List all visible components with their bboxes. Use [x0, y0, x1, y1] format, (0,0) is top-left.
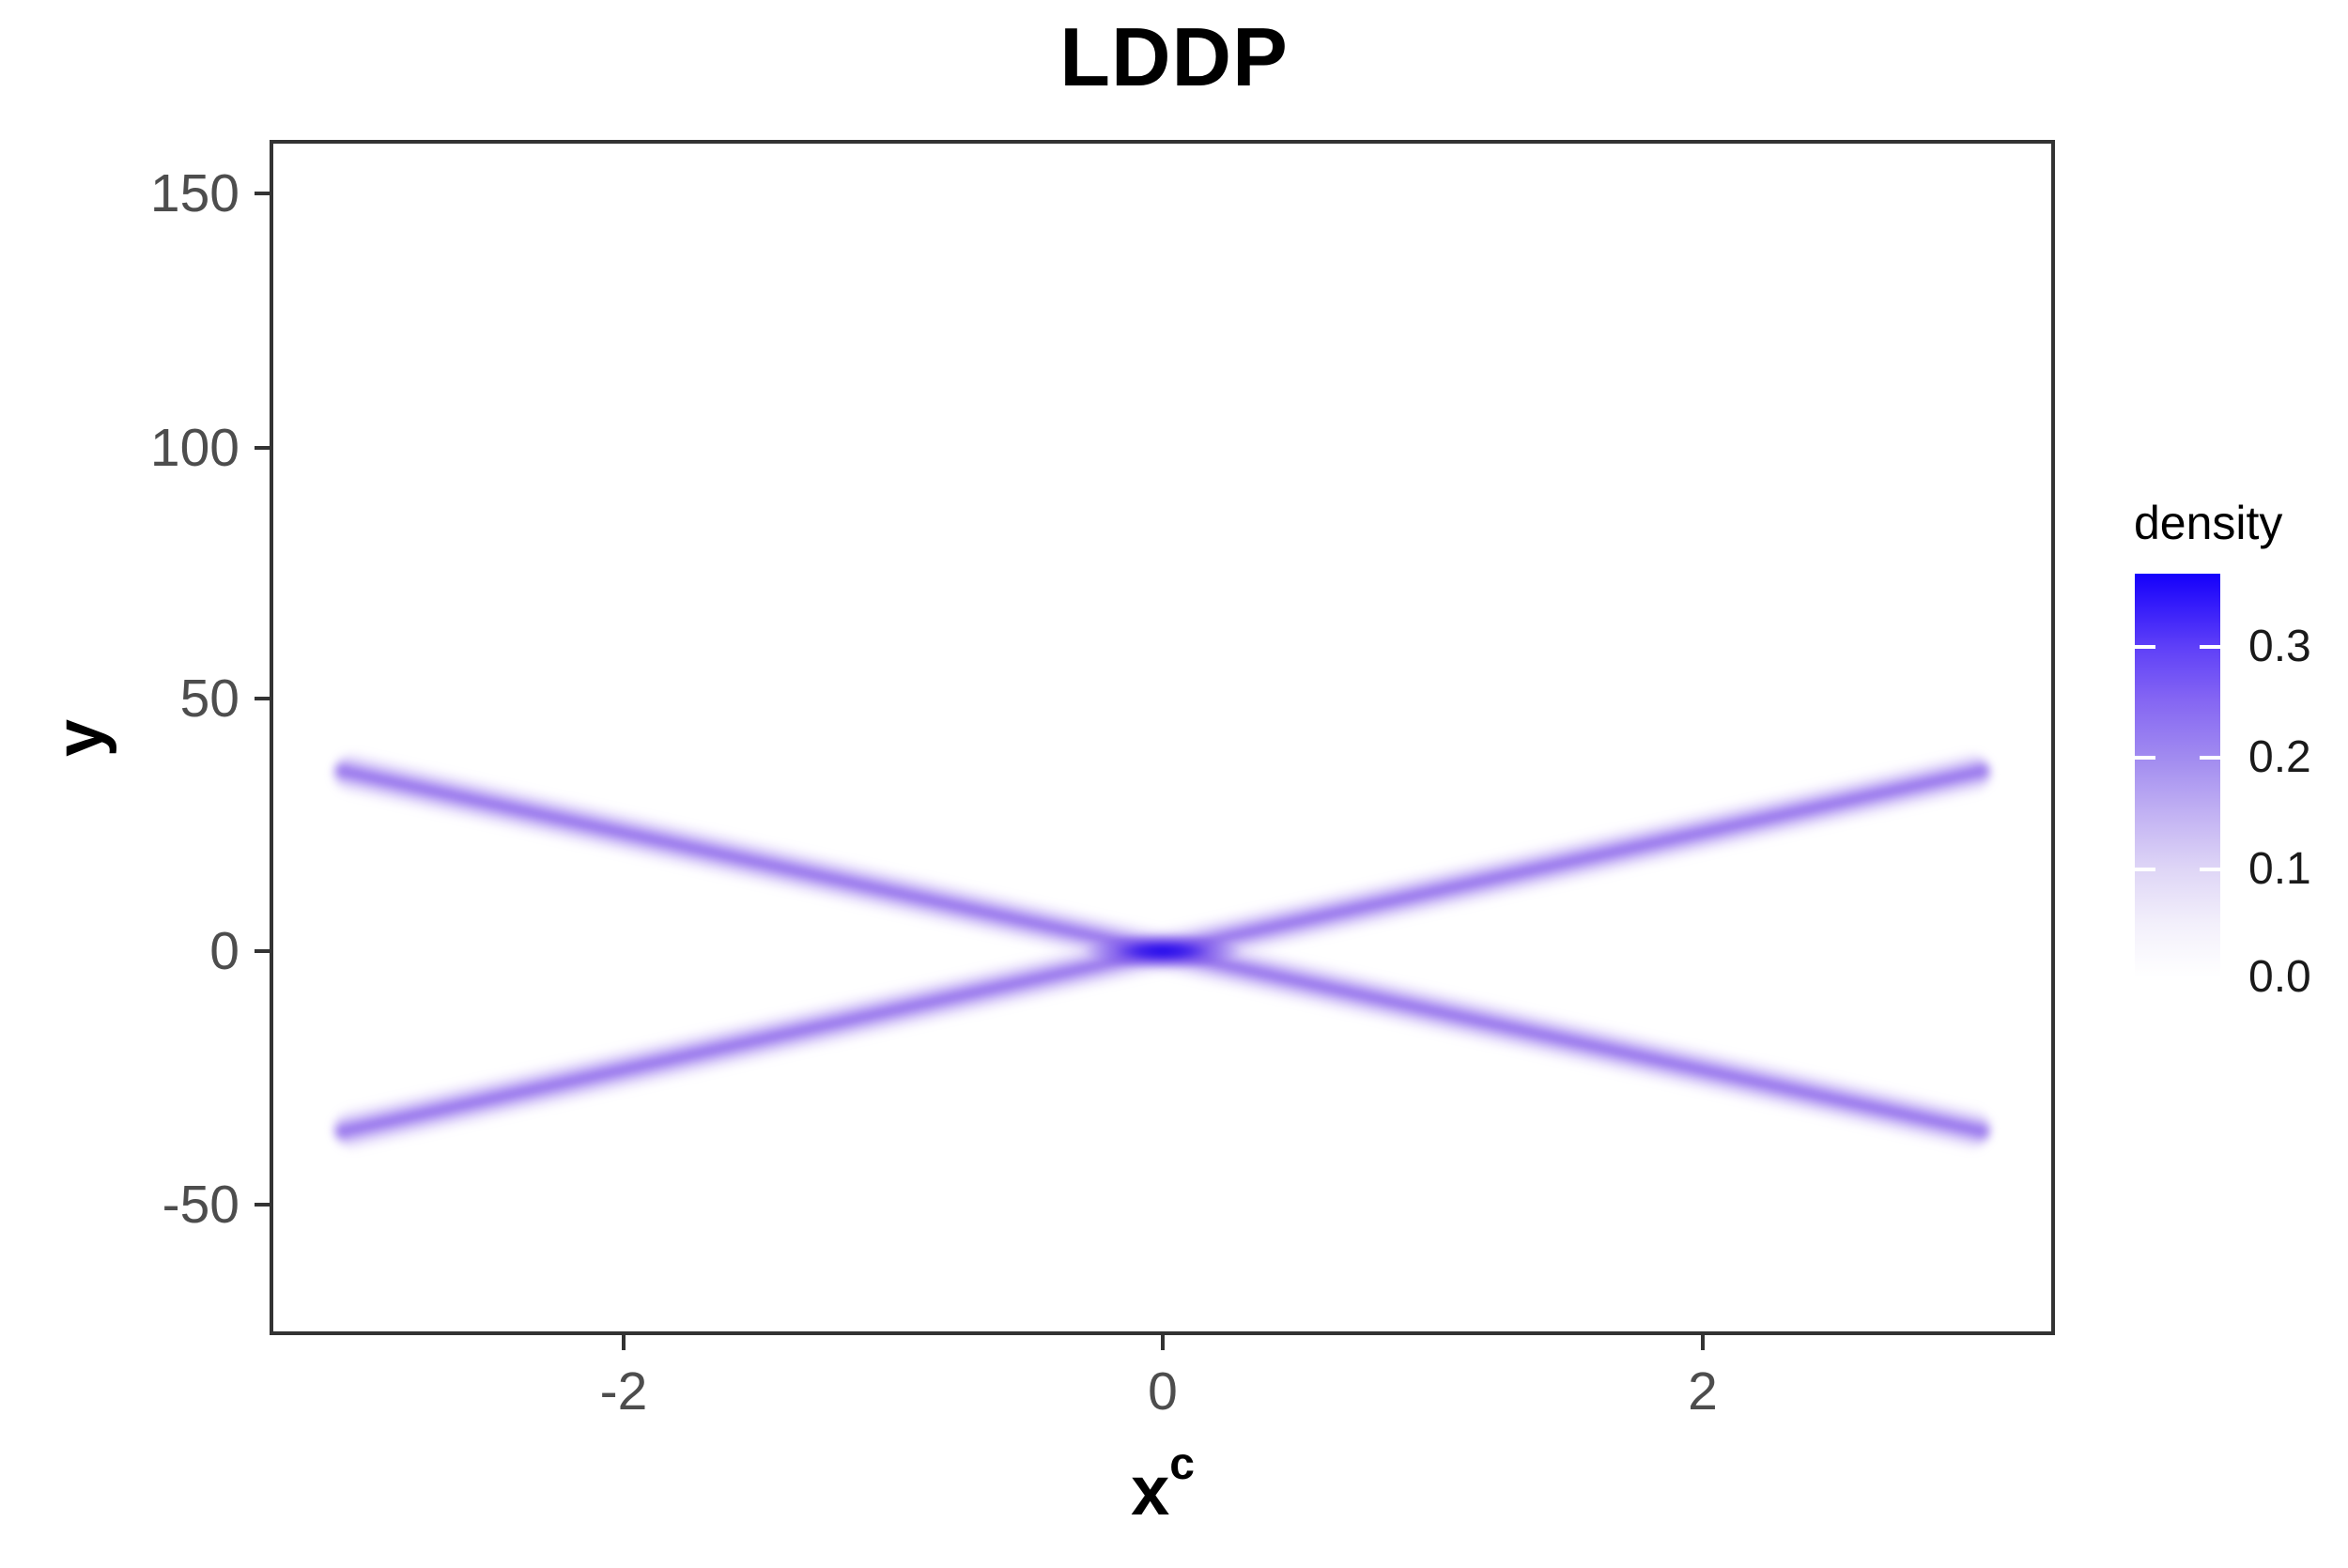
y-tick-label: 100	[149, 418, 239, 478]
colorbar-tick	[2135, 868, 2155, 871]
x-axis-title-superscript: c	[1169, 1439, 1195, 1489]
legend-tick-label: 0.3	[2248, 622, 2311, 671]
y-tick-mark	[255, 446, 270, 450]
legend-tick-label: 0.0	[2248, 952, 2311, 1002]
y-tick-label: 0	[209, 921, 239, 981]
y-tick-mark	[255, 192, 270, 195]
colorbar-tick	[2200, 868, 2220, 871]
density-crossing-hotspot	[1082, 933, 1244, 969]
colorbar-tick	[2135, 645, 2155, 649]
legend-tick-label: 0.2	[2248, 732, 2311, 782]
y-tick-label: -50	[162, 1175, 239, 1235]
colorbar-tick	[2135, 756, 2155, 760]
x-tick-mark	[1161, 1335, 1165, 1350]
x-tick-mark	[1701, 1335, 1705, 1350]
legend-tick-label: 0.1	[2248, 844, 2311, 894]
y-tick-mark	[255, 1203, 270, 1207]
x-axis-title-base: x	[1131, 1452, 1170, 1530]
y-tick-mark	[255, 697, 270, 700]
legend-title: density	[2134, 497, 2283, 549]
x-axis-title: xc	[1131, 1442, 1195, 1530]
y-tick-label: 150	[149, 163, 239, 223]
plot-panel	[270, 140, 2055, 1335]
y-tick-label: 50	[179, 669, 239, 729]
x-tick-label: -2	[599, 1361, 648, 1422]
colorbar-tick	[2200, 756, 2220, 760]
plot-title: LDDP	[1059, 10, 1289, 103]
x-tick-label: 0	[1148, 1361, 1178, 1422]
colorbar-tick	[2200, 645, 2220, 649]
x-tick-label: 2	[1688, 1361, 1718, 1422]
legend-colorbar	[2135, 574, 2220, 977]
x-tick-mark	[622, 1335, 626, 1350]
y-tick-mark	[255, 949, 270, 953]
